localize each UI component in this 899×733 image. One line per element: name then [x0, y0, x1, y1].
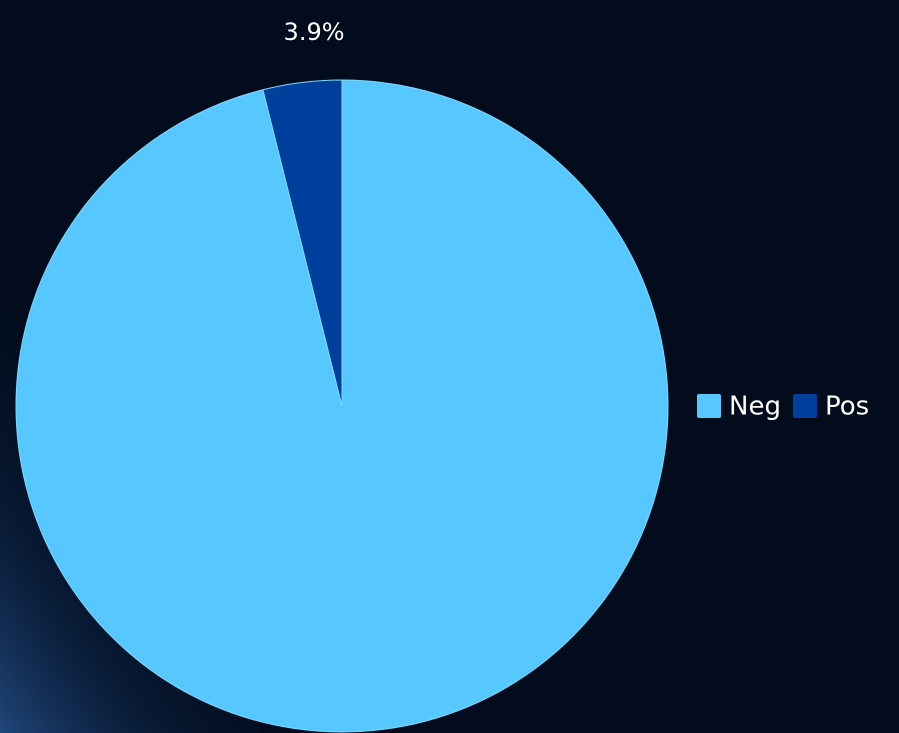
pie: 3.9%	[15, 18, 669, 733]
legend-label: Pos	[825, 392, 869, 422]
legend-swatch	[792, 394, 817, 418]
legend-swatch	[697, 394, 721, 418]
pie-slice	[262, 79, 343, 407]
legend: Neg Pos	[697, 392, 869, 422]
data-label: 3.9%	[284, 18, 345, 46]
legend-label: Neg	[729, 392, 781, 422]
